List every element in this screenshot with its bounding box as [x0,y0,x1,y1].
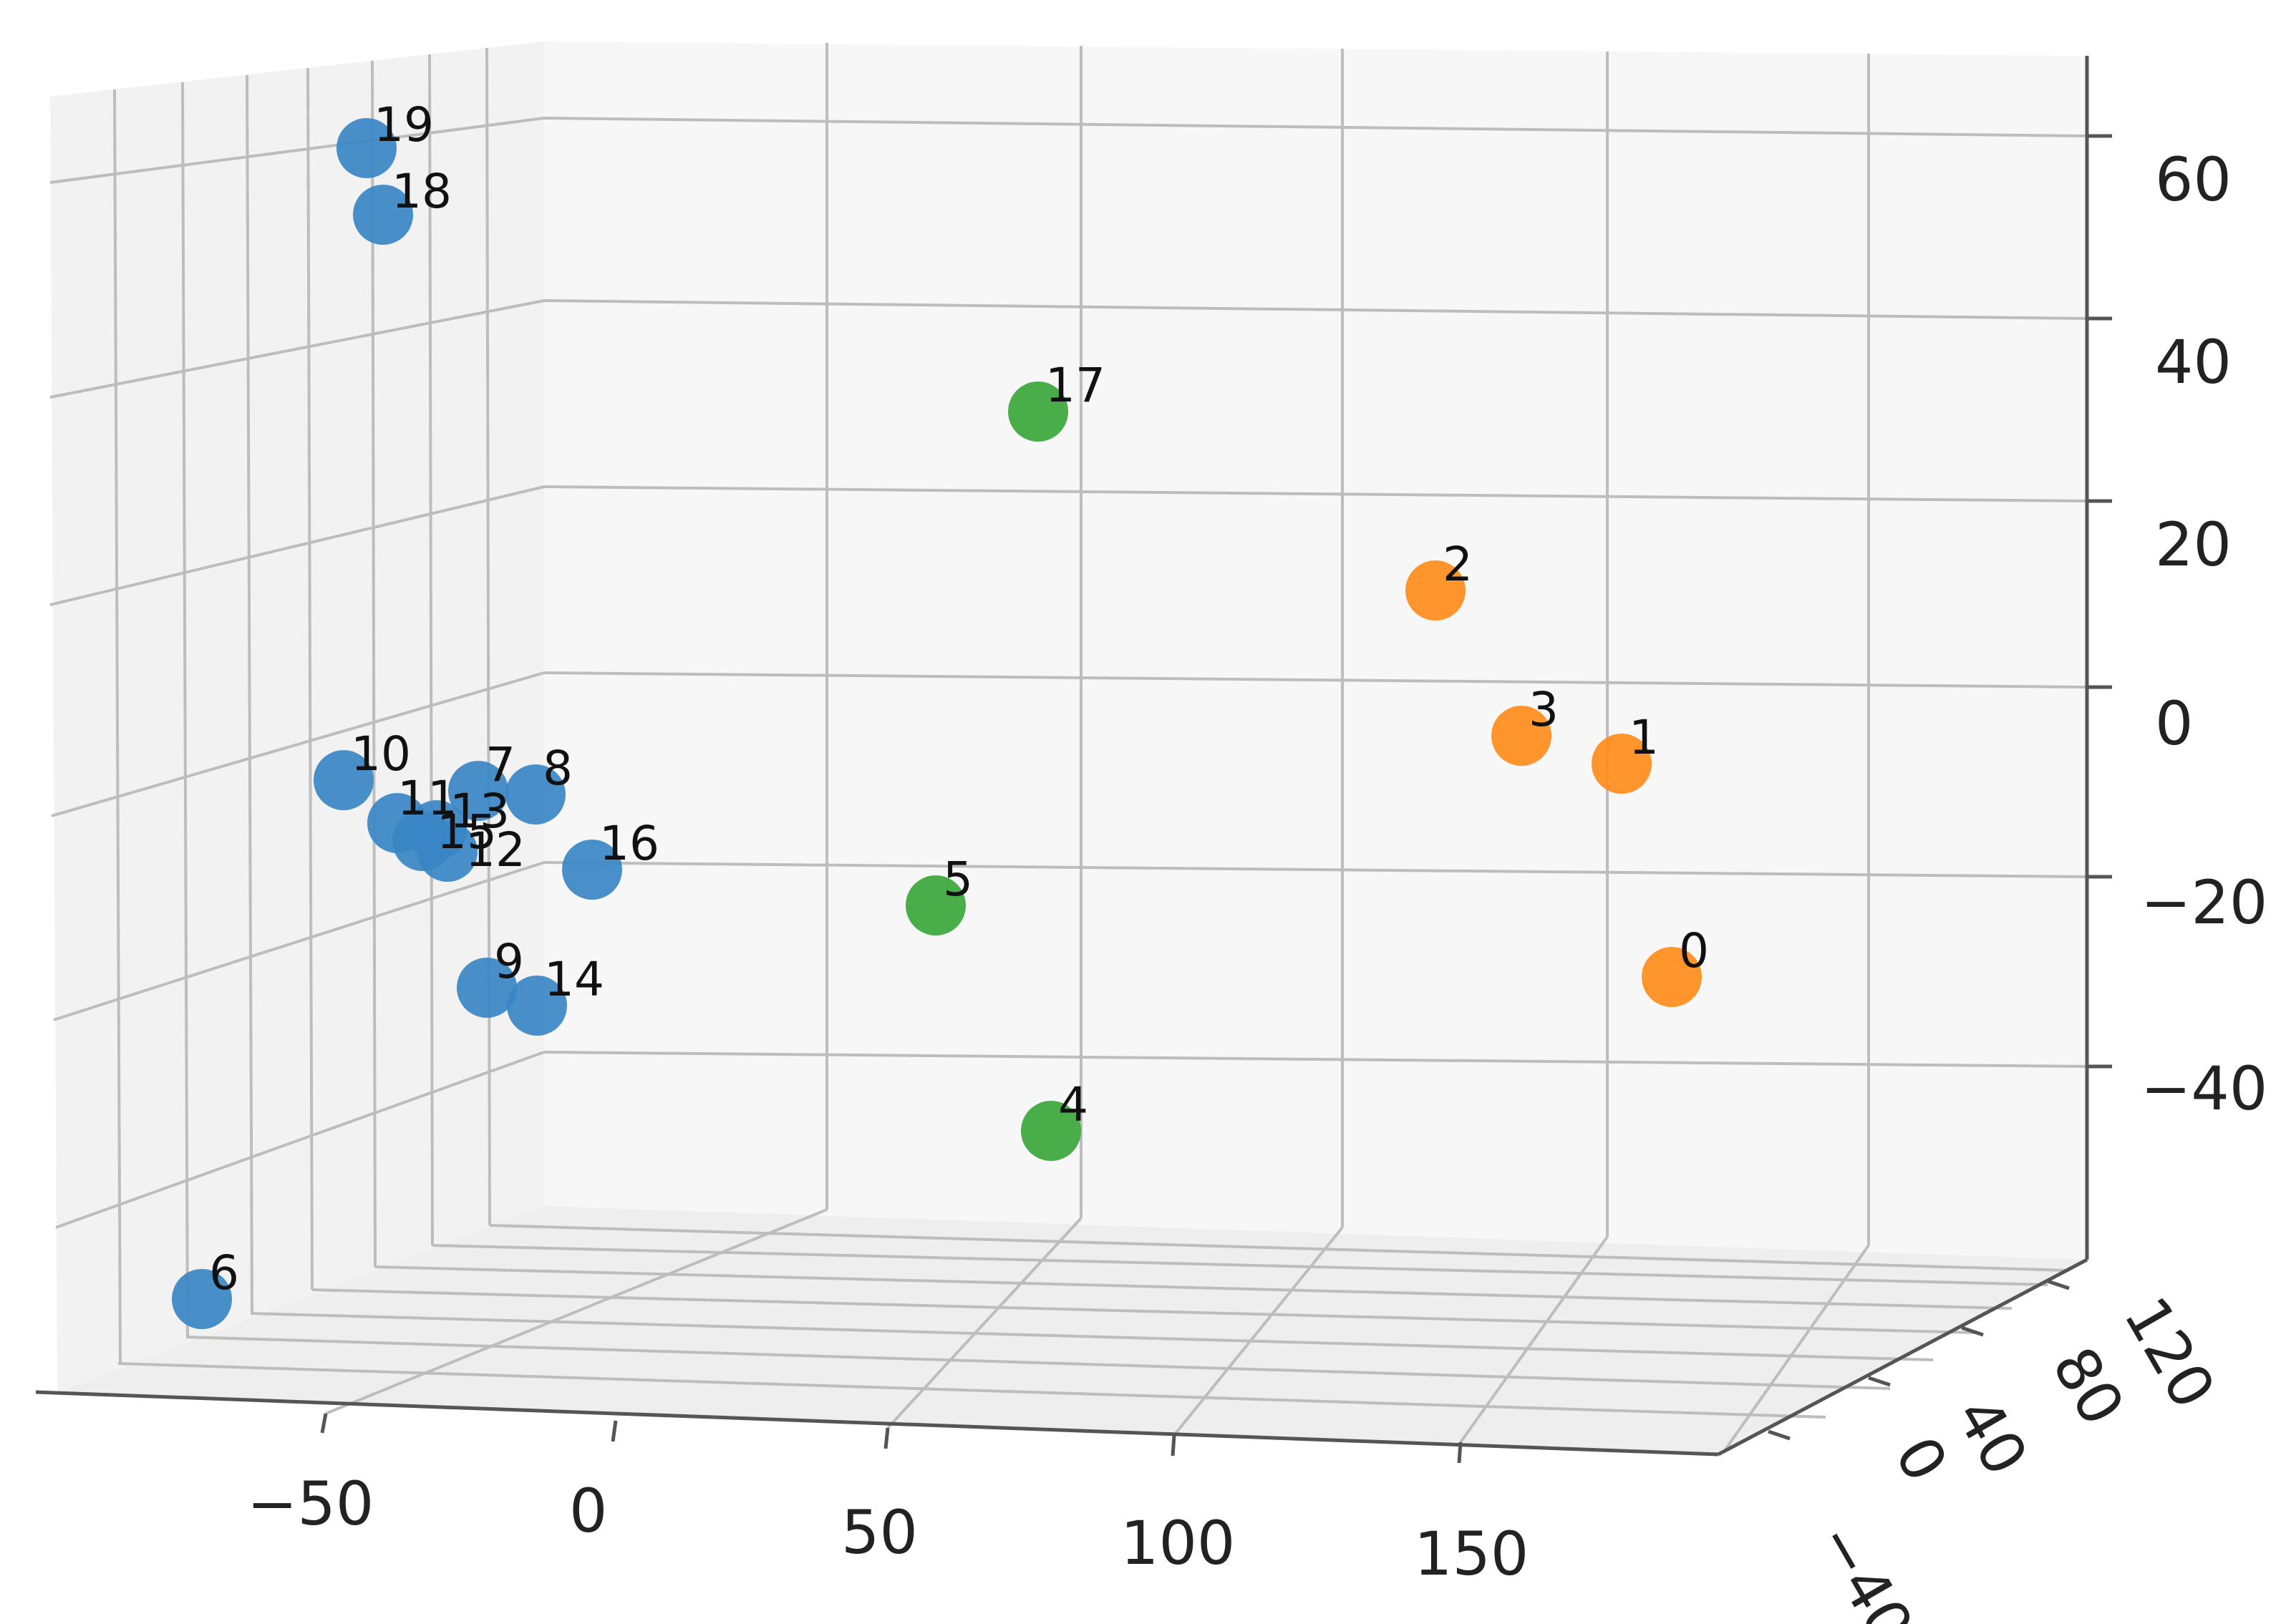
z-tick-label: −20 [2141,867,2267,938]
x-tick-label: 100 [1120,1508,1235,1578]
point-label-18: 18 [392,164,452,219]
axis-lines [35,56,2089,1457]
scatter-point-7 [448,761,508,821]
point-label-13: 13 [450,784,510,839]
point-label-9: 9 [494,934,524,989]
scatter-point-10 [314,750,374,810]
y-axis-line [1717,1258,2088,1457]
point-label-12: 12 [465,822,526,877]
scatter-point-0 [1642,947,1702,1007]
y-tick-label: 0 [1882,1425,1962,1493]
scatter-point-14 [507,976,567,1036]
x-tick-label: 150 [1414,1519,1529,1589]
scatter-point-2 [1405,560,1466,621]
point-label-5: 5 [943,852,973,907]
x-axis-line [35,1390,1719,1457]
scatter-point-12 [417,822,478,882]
floor-pane [57,1206,2087,1453]
scatter-point-3 [1491,706,1551,766]
point-label-15: 15 [437,804,497,860]
left-wall-pane [50,42,544,1392]
point-label-8: 8 [543,741,573,796]
scatter-point-4 [1021,1101,1081,1161]
scatter-point-1 [1592,734,1652,794]
back-wall-pane [544,42,2087,1260]
point-label-11: 11 [397,771,457,826]
z-tick-labels: 60 40 20 0 −20 −40 [2141,145,2267,1124]
scatter-point-17 [1008,381,1068,442]
x-tick-label: 50 [841,1497,918,1567]
axis-ticks [320,134,2112,1464]
point-label-14: 14 [544,952,604,1007]
point-label-7: 7 [485,737,515,792]
z-tick-label: 20 [2155,510,2232,580]
point-label-17: 17 [1045,358,1105,413]
y-tick-label: −40 [1803,1511,1927,1624]
gridlines [49,43,2088,1451]
point-label-1: 1 [1629,710,1659,765]
point-label-4: 4 [1058,1077,1088,1132]
z-tick-label: 0 [2155,689,2193,759]
scatter-point-9 [457,958,517,1018]
y-tick-label: 40 [1942,1386,2041,1487]
z-tick-label: −40 [2141,1054,2267,1124]
point-label-3: 3 [1529,682,1559,737]
z-tick-label: 40 [2155,327,2232,397]
scatter-point-19 [336,118,397,178]
scatter-point-6 [172,1269,232,1329]
x-tick-labels: −50 0 50 100 150 [247,1469,1529,1589]
x-tick-label: −50 [247,1469,374,1539]
point-label-19: 19 [374,97,434,152]
point-label-2: 2 [1443,537,1473,592]
y-tick-label: 80 [2039,1336,2138,1437]
scatter-point-5 [906,875,966,935]
scatter-point-16 [562,840,622,900]
scatter-point-18 [353,185,413,245]
x-tick-label: 0 [569,1476,607,1546]
point-label-10: 10 [351,726,411,782]
point-label-0: 0 [1679,923,1709,978]
scatter-point-8 [505,764,566,825]
point-label-6: 6 [209,1245,239,1300]
z-tick-label: 60 [2155,145,2232,215]
point-label-16: 16 [599,816,659,871]
